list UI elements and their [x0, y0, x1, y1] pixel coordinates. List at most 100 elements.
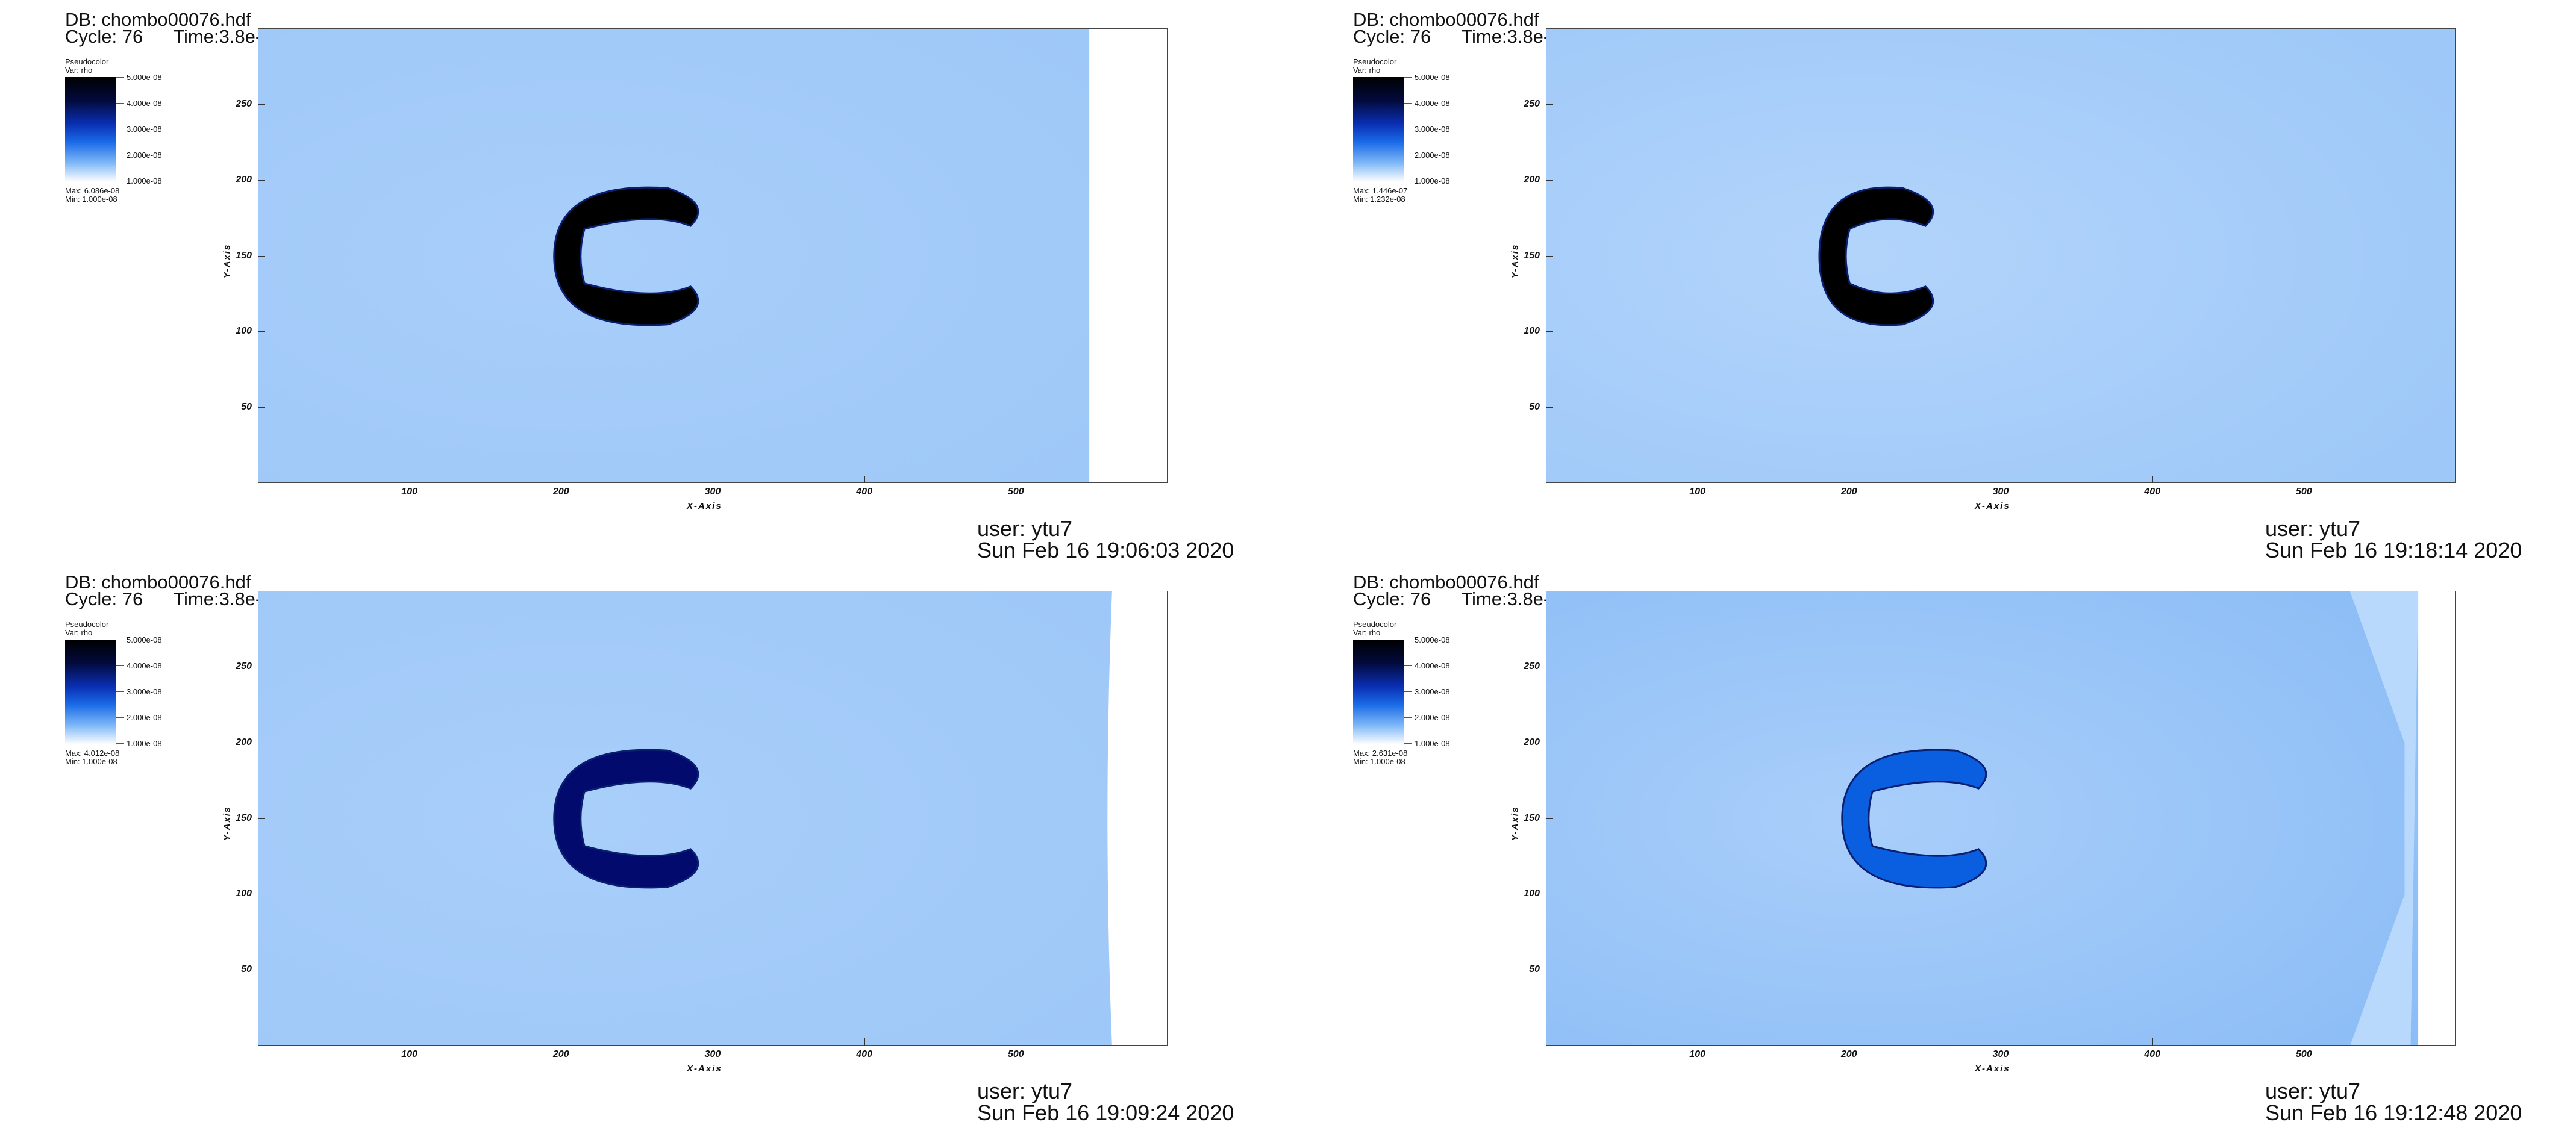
- y-tick: [1546, 104, 1553, 105]
- legend-min: Min: 1.000e-08: [1353, 757, 1405, 766]
- legend-colorbar: [65, 640, 116, 744]
- legend-title: Pseudocolor: [1353, 620, 1397, 629]
- y-tick-label: 100: [236, 326, 252, 337]
- legend-tick-label: 2.000e-08: [127, 713, 162, 722]
- legend-tick: [116, 77, 124, 78]
- legend-variable: Var: rho: [1353, 66, 1381, 75]
- unshocked-region: [1089, 29, 1167, 482]
- y-tick-label: 150: [236, 250, 252, 261]
- legend-title: Pseudocolor: [1353, 57, 1397, 66]
- bubble-shell: [1818, 186, 1934, 326]
- legend-tick-label: 4.000e-08: [127, 99, 162, 108]
- legend-tick: [1404, 691, 1412, 692]
- y-tick: [258, 331, 265, 332]
- density-field: [258, 29, 1167, 482]
- x-tick-label: 500: [2295, 487, 2312, 497]
- x-tick-label: 500: [1007, 487, 1024, 497]
- legend-colorbar: [65, 77, 116, 182]
- x-tick-label: 200: [1840, 487, 1857, 497]
- user-label: user: ytu7: [977, 1079, 1073, 1103]
- legend-tick-label: 1.000e-08: [127, 739, 162, 748]
- vortex-roll: [1945, 759, 1981, 780]
- legend-variable: Var: rho: [65, 628, 93, 637]
- legend-tick-label: 1.000e-08: [1415, 176, 1450, 185]
- x-tick-label: 400: [2144, 487, 2160, 497]
- legend-tick-label: 5.000e-08: [1415, 73, 1450, 82]
- y-tick: [258, 407, 265, 408]
- legend-tick-label: 3.000e-08: [1415, 125, 1450, 134]
- legend-tick: [1404, 665, 1412, 666]
- density-field: [1546, 29, 2455, 482]
- x-tick: [864, 1038, 865, 1046]
- legend-tick: [116, 743, 124, 744]
- legend-max: Max: 4.012e-08: [65, 749, 120, 758]
- x-tick: [2152, 1038, 2153, 1046]
- legend-tick-label: 5.000e-08: [1415, 635, 1450, 644]
- visit-panel: DB: chombo00076.hdf Cycle: 76 Time:3.8e-05…: [1288, 0, 2576, 562]
- y-tick-label: 250: [236, 98, 252, 109]
- date-label: Sun Feb 16 19:18:14 2020: [2265, 538, 2522, 562]
- database-label: DB: chombo00076.hdf: [65, 572, 251, 593]
- plot-area: [258, 591, 1168, 1046]
- x-tick-label: 100: [1689, 487, 1705, 497]
- background-field: [1546, 29, 2455, 482]
- user-label: user: ytu7: [2265, 516, 2361, 541]
- legend-tick-label: 3.000e-08: [1415, 687, 1450, 696]
- cycle-time-label: Cycle: 76 Time:3.8e-05: [65, 590, 283, 608]
- y-tick: [258, 255, 265, 257]
- date-label: Sun Feb 16 19:06:03 2020: [977, 538, 1234, 562]
- y-tick-label: 200: [1524, 174, 1540, 185]
- legend-tick-label: 3.000e-08: [127, 687, 162, 696]
- database-label: DB: chombo00076.hdf: [65, 9, 251, 30]
- database-label: DB: chombo00076.hdf: [1353, 9, 1539, 30]
- x-tick: [864, 476, 865, 483]
- x-axis-title: X-Axis: [1975, 501, 2010, 511]
- bubble-body: [1818, 186, 1934, 326]
- legend-min: Min: 1.232e-08: [1353, 195, 1405, 204]
- legend-tick: [1404, 743, 1412, 744]
- user-label: user: ytu7: [2265, 1079, 2361, 1103]
- legend-tick: [1404, 103, 1412, 104]
- y-tick-label: 200: [236, 737, 252, 747]
- y-tick-label: 100: [236, 888, 252, 899]
- date-label: Sun Feb 16 19:12:48 2020: [2265, 1100, 2522, 1125]
- y-tick: [1546, 407, 1553, 408]
- x-tick-label: 300: [704, 1049, 721, 1059]
- bubble-shell: [1841, 749, 1987, 889]
- x-tick-label: 100: [401, 487, 417, 497]
- y-axis-title: Y-Axis: [222, 243, 233, 279]
- cycle-time-label: Cycle: 76 Time:3.8e-05: [1353, 590, 1571, 608]
- unshocked-region: [1107, 591, 1167, 1045]
- legend-variable: Var: rho: [1353, 628, 1381, 637]
- x-tick-label: 500: [2295, 1049, 2312, 1059]
- plot-area: [1546, 28, 2456, 483]
- vortex-roll: [1945, 858, 1981, 878]
- background-field: [258, 29, 1167, 482]
- legend-tick-label: 2.000e-08: [1415, 151, 1450, 160]
- y-tick-label: 150: [236, 812, 252, 823]
- x-tick-label: 400: [856, 487, 872, 497]
- y-axis-title: Y-Axis: [222, 806, 233, 841]
- y-tick: [258, 818, 265, 819]
- bubble-body: [553, 186, 699, 326]
- density-field: [258, 591, 1167, 1045]
- reflected-shock: [2349, 591, 2419, 1045]
- y-axis-title: Y-Axis: [1510, 243, 1521, 279]
- user-label: user: ytu7: [977, 516, 1073, 541]
- y-tick-label: 200: [1524, 737, 1540, 747]
- legend-tick-label: 5.000e-08: [127, 635, 162, 644]
- legend-tick: [1404, 77, 1412, 78]
- legend-tick-label: 4.000e-08: [127, 661, 162, 670]
- density-field: [1546, 591, 2455, 1045]
- cycle-time-label: Cycle: 76 Time:3.8e-05: [65, 27, 283, 46]
- cycle-time-label: Cycle: 76 Time:3.8e-05: [1353, 27, 1571, 46]
- y-tick-label: 200: [236, 174, 252, 185]
- x-axis-title: X-Axis: [687, 1064, 722, 1074]
- legend-tick-label: 2.000e-08: [127, 151, 162, 160]
- x-tick-label: 300: [1992, 487, 2009, 497]
- visit-panel: DB: chombo00076.hdf Cycle: 76 Time:3.8e-05…: [0, 562, 1288, 1125]
- y-tick: [258, 179, 265, 181]
- y-tick-label: 50: [241, 402, 252, 413]
- plot-area: [1546, 591, 2456, 1046]
- legend-tick: [116, 717, 124, 718]
